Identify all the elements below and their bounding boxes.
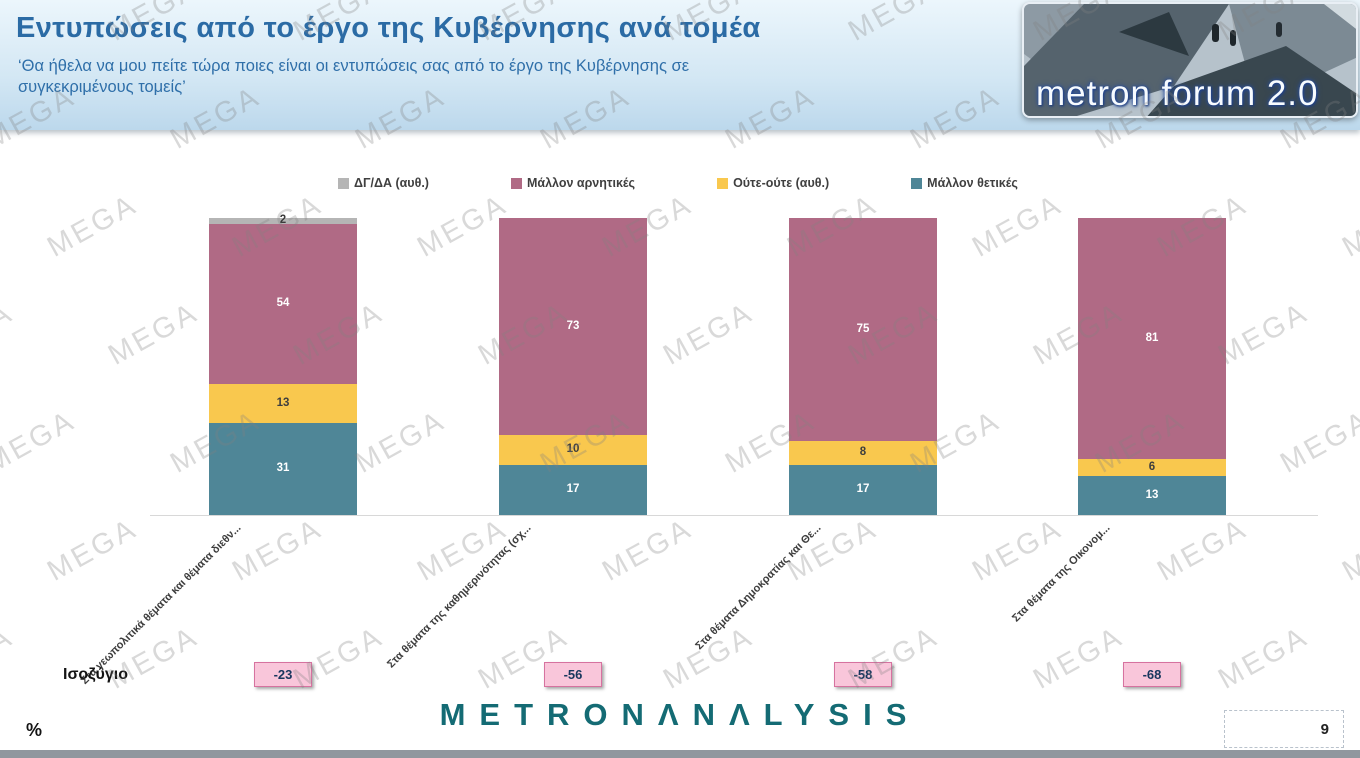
balance-value: -58 [834,662,892,687]
legend-item: Ούτε-ούτε (αυθ.) [717,176,829,190]
bar-segment: 31 [209,422,357,515]
bar-value-label: 13 [276,396,290,409]
bar-column: 17 8 75 [789,217,937,515]
subtitle: ‘Θα ήθελα να μου πείτε τώρα ποιες είναι … [18,56,689,99]
bar-value-label: 6 [1148,460,1156,473]
bar-column: 13 6 81 [1078,218,1226,515]
bar-segment: 10 [499,434,647,465]
balance-value: -56 [544,662,602,687]
page-number-box: 9 [1224,710,1344,748]
bar-segment: 2 [209,214,357,227]
bar-segment: 8 [789,440,937,465]
legend-swatch [510,177,522,189]
balance-label: Ισοζύγιο [63,666,128,683]
x-axis-line [150,515,1318,516]
chart-legend: ΔΓ/ΔΑ (αυθ.) Μάλλον αρνητικές Ούτε-ούτε (α… [338,176,1018,190]
bar-value-label: 17 [566,483,580,495]
logo-photo [1024,4,1356,116]
bar-value-label: 2 [279,214,287,227]
subtitle-line-1: ‘Θα ήθελα να μου πείτε τώρα ποιες είναι … [18,57,690,75]
legend-label: Ούτε-ούτε (αυθ.) [733,176,830,190]
page-number: 9 [1320,720,1329,738]
legend-label: ΔΓ/ΔΑ (αυθ.) [354,176,429,190]
bar-value-label: 54 [276,297,290,310]
metron-analysis-logo: METRONΛNΛLYSIS [439,697,921,732]
bar-segment: 75 [789,217,937,441]
balance-value: -68 [1123,662,1181,687]
bar-value-label: 73 [566,319,580,332]
bar-value-label: 81 [1145,331,1159,344]
balance-value: -23 [254,662,312,687]
bar-value-label: 17 [856,483,870,495]
legend-swatch [717,177,729,189]
legend-label: Μάλλον αρνητικές [526,176,636,190]
legend-label: Μάλλον θετικές [927,176,1018,190]
bar-value-label: 31 [276,462,290,475]
subtitle-line-2: συγκεκριμένους τομείς’ [18,78,186,97]
bar-segment: 54 [209,223,357,385]
bar-segment: 13 [209,384,357,423]
bar-column: 31 13 54 2 [209,214,357,515]
bar-segment: 17 [499,464,647,515]
bar-value-label: 10 [566,442,580,455]
bar-segment: 13 [1078,476,1226,515]
page-title: Εντυπώσεις από το έργο της Κυβέρνησης αν… [16,12,761,44]
bar-segment: 73 [499,218,647,435]
percent-label: % [26,720,43,740]
bar-segment: 6 [1078,458,1226,477]
legend-swatch [911,177,923,189]
bar-segment: 81 [1078,218,1226,459]
logo-text: metron forum 2.0 [1036,74,1319,113]
legend-swatch [338,177,349,189]
legend-item: ΔΓ/ΔΑ (αυθ.) [338,176,429,190]
bar-column: 17 10 73 [499,218,647,515]
bar-value-label: 75 [856,322,870,335]
metron-forum-logo: metron forum 2.0 [1022,2,1358,118]
legend-item: Μάλλον θετικές [911,176,1018,190]
bar-segment: 17 [789,464,937,515]
bar-value-label: 13 [1145,488,1159,501]
bar-value-label: 8 [859,445,867,458]
legend-item: Μάλλον αρνητικές [510,176,636,190]
bottom-strip [0,750,1360,758]
